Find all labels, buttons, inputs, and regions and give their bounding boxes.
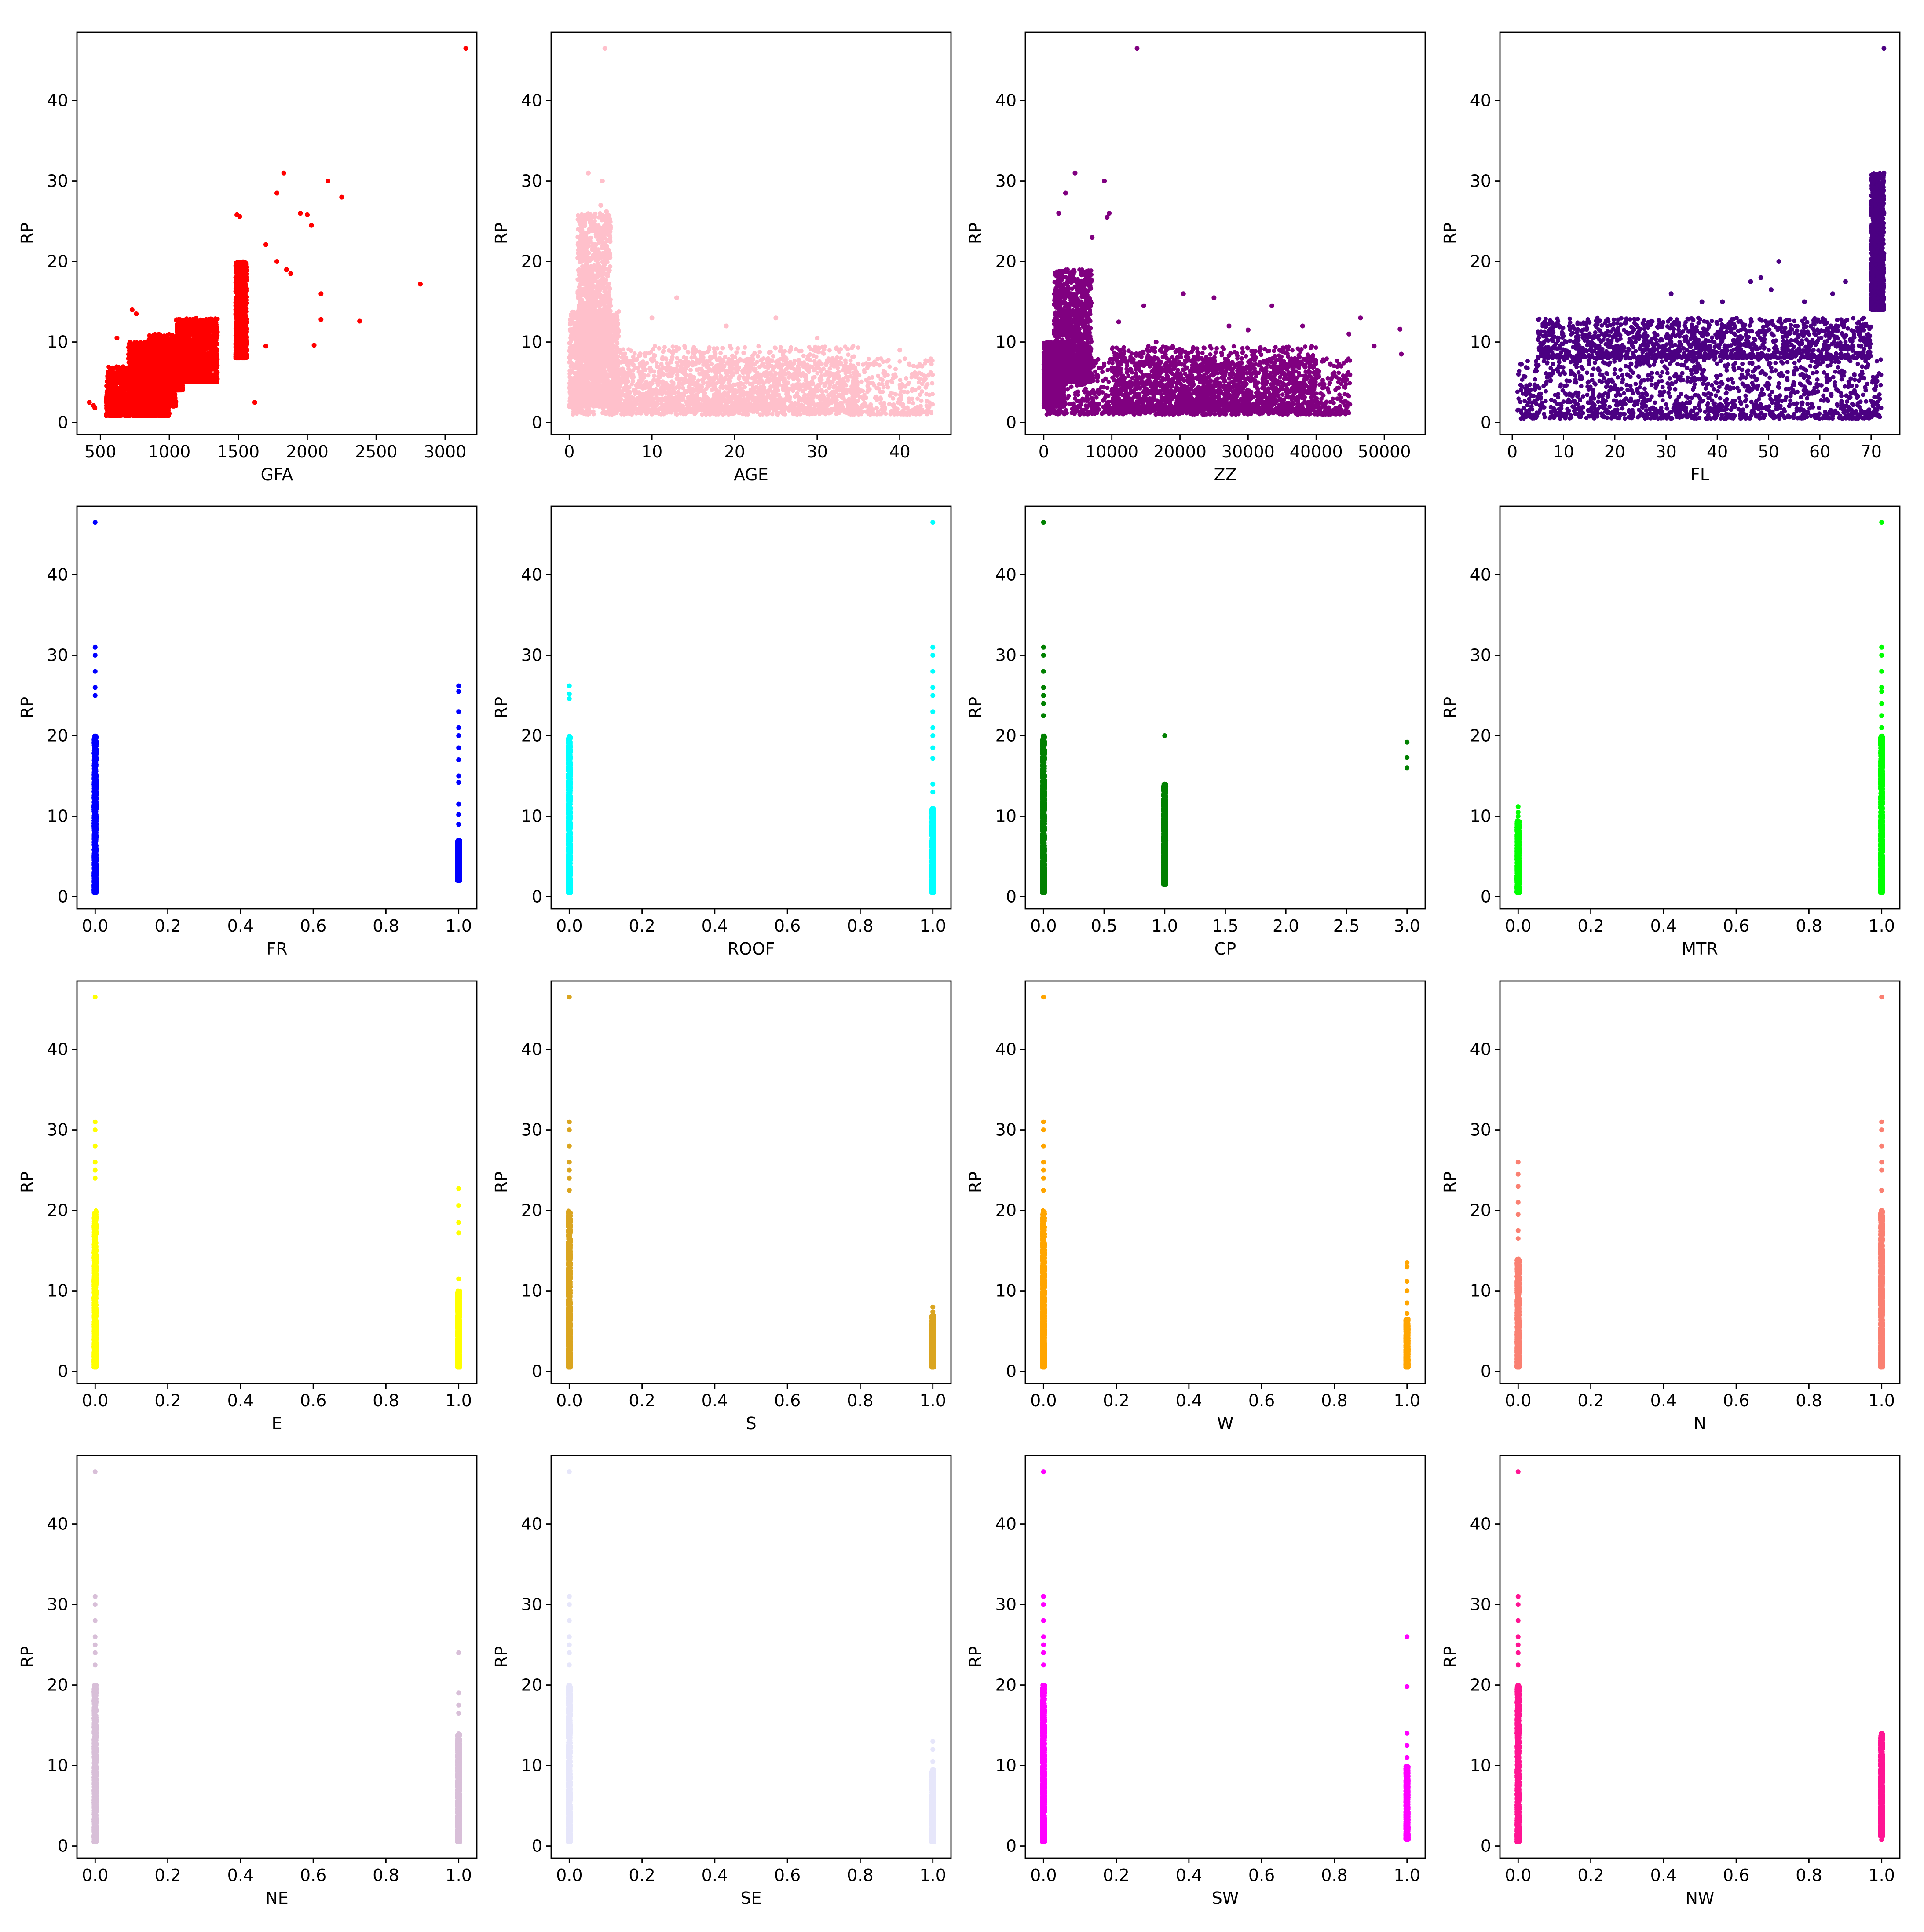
data-point xyxy=(111,374,116,379)
data-point xyxy=(104,401,109,405)
data-point xyxy=(145,413,149,418)
data-point xyxy=(106,408,110,413)
data-point xyxy=(154,412,158,417)
point-cloud-gfa xyxy=(104,260,249,418)
data-point xyxy=(120,373,124,378)
data-point xyxy=(104,413,108,418)
data-point xyxy=(106,378,110,383)
data-point xyxy=(132,412,136,417)
data-point xyxy=(106,382,110,387)
data-point xyxy=(121,410,125,414)
data-point xyxy=(111,370,115,374)
data-point xyxy=(118,382,123,387)
data-point xyxy=(136,411,140,415)
data-point xyxy=(108,412,113,417)
data-point xyxy=(112,413,117,417)
data-point xyxy=(120,367,124,371)
data-point xyxy=(117,390,121,394)
data-point xyxy=(109,400,113,404)
data-point xyxy=(105,390,110,395)
data-point xyxy=(120,401,124,406)
data-point xyxy=(106,371,110,376)
data-point xyxy=(112,390,116,395)
data-point xyxy=(167,412,172,416)
data-point xyxy=(114,381,119,386)
